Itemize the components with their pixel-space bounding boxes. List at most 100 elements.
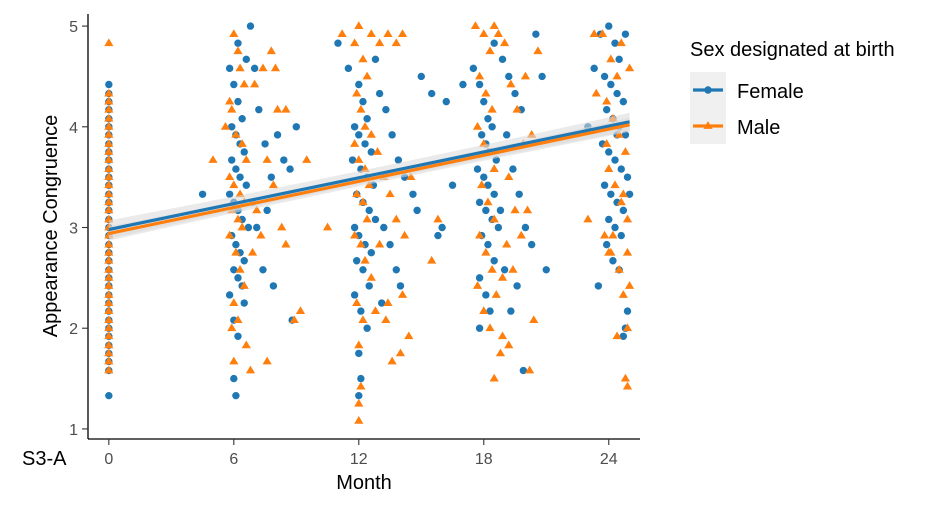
male-point xyxy=(381,315,391,324)
male-point xyxy=(395,348,406,357)
male-point xyxy=(622,323,633,332)
male-point xyxy=(520,71,531,80)
female-point xyxy=(363,324,371,332)
male-point xyxy=(510,205,520,214)
male-point xyxy=(104,113,114,122)
male-point xyxy=(356,381,366,390)
male-point xyxy=(470,21,481,29)
female-point xyxy=(507,307,515,315)
male-point xyxy=(231,247,241,256)
female-point xyxy=(198,190,207,198)
y-tick-label: 1 xyxy=(69,422,78,439)
male-point xyxy=(270,63,281,72)
female-point xyxy=(490,190,498,198)
male-point xyxy=(479,306,489,314)
female-point xyxy=(475,198,484,207)
male-point xyxy=(366,130,376,138)
male-point xyxy=(220,121,231,130)
female-point xyxy=(350,123,359,131)
female-point xyxy=(482,206,490,215)
female-point xyxy=(348,156,357,164)
male-point xyxy=(404,331,414,340)
female-point xyxy=(234,39,242,47)
male-point xyxy=(387,356,397,365)
female-point xyxy=(623,307,632,315)
male-point xyxy=(356,104,366,113)
male-point xyxy=(104,281,114,289)
female-point xyxy=(234,97,242,106)
male-point xyxy=(370,306,381,314)
female-point xyxy=(611,39,619,47)
male-point xyxy=(597,29,608,38)
male-point xyxy=(391,38,401,47)
x-axis-title: Month xyxy=(336,472,392,494)
female-point xyxy=(434,231,442,240)
male-point xyxy=(485,323,495,332)
male-point xyxy=(472,121,483,130)
female-point xyxy=(263,206,271,215)
male-point xyxy=(372,147,383,155)
female-point xyxy=(225,64,234,73)
female-point xyxy=(350,291,359,299)
male-point xyxy=(241,340,251,349)
legend-label-female: Female xyxy=(737,81,804,103)
male-point xyxy=(104,331,114,340)
male-point xyxy=(233,46,243,55)
male-point xyxy=(383,29,393,38)
male-point xyxy=(225,230,235,239)
female-point xyxy=(286,165,294,173)
female-point xyxy=(392,266,400,274)
male-point xyxy=(350,230,360,239)
male-point xyxy=(104,130,114,138)
male-point xyxy=(475,230,485,239)
male-point xyxy=(502,239,512,248)
male-point xyxy=(375,38,385,47)
male-point xyxy=(477,180,487,189)
female-point xyxy=(359,266,367,274)
male-point xyxy=(489,373,499,382)
male-point xyxy=(504,340,514,349)
female-point xyxy=(613,89,621,98)
female-point xyxy=(484,181,492,189)
male-point xyxy=(104,205,114,214)
female-point xyxy=(473,165,482,173)
male-point xyxy=(104,38,114,47)
male-point xyxy=(104,247,114,256)
male-point xyxy=(104,164,114,172)
female-point xyxy=(357,307,365,315)
male-point xyxy=(516,230,526,239)
male-point xyxy=(612,71,622,80)
male-point xyxy=(618,290,628,298)
male-point xyxy=(481,88,491,97)
female-point xyxy=(242,181,251,189)
female-point xyxy=(494,223,503,232)
female-point xyxy=(232,391,240,400)
male-point xyxy=(366,273,376,281)
female-point xyxy=(280,156,288,164)
male-point xyxy=(589,29,599,38)
male-point xyxy=(352,88,362,97)
male-point xyxy=(337,29,347,38)
male-point xyxy=(104,189,114,198)
male-point xyxy=(289,315,299,324)
male-point xyxy=(104,255,114,264)
female-point xyxy=(357,374,365,383)
male-point xyxy=(599,230,610,239)
male-point xyxy=(356,239,366,248)
male-point xyxy=(350,38,360,47)
female-point xyxy=(234,332,242,340)
male-point xyxy=(397,29,408,38)
female-point xyxy=(619,206,628,215)
female-point xyxy=(521,223,530,232)
male-point xyxy=(233,315,243,324)
male-point xyxy=(104,121,114,130)
male-point xyxy=(104,104,114,113)
female-point xyxy=(365,206,373,215)
male-point xyxy=(268,180,278,189)
female-point xyxy=(355,80,363,89)
female-point xyxy=(498,55,507,64)
male-point xyxy=(485,46,495,55)
male-point xyxy=(512,104,522,113)
male-point xyxy=(104,290,114,298)
